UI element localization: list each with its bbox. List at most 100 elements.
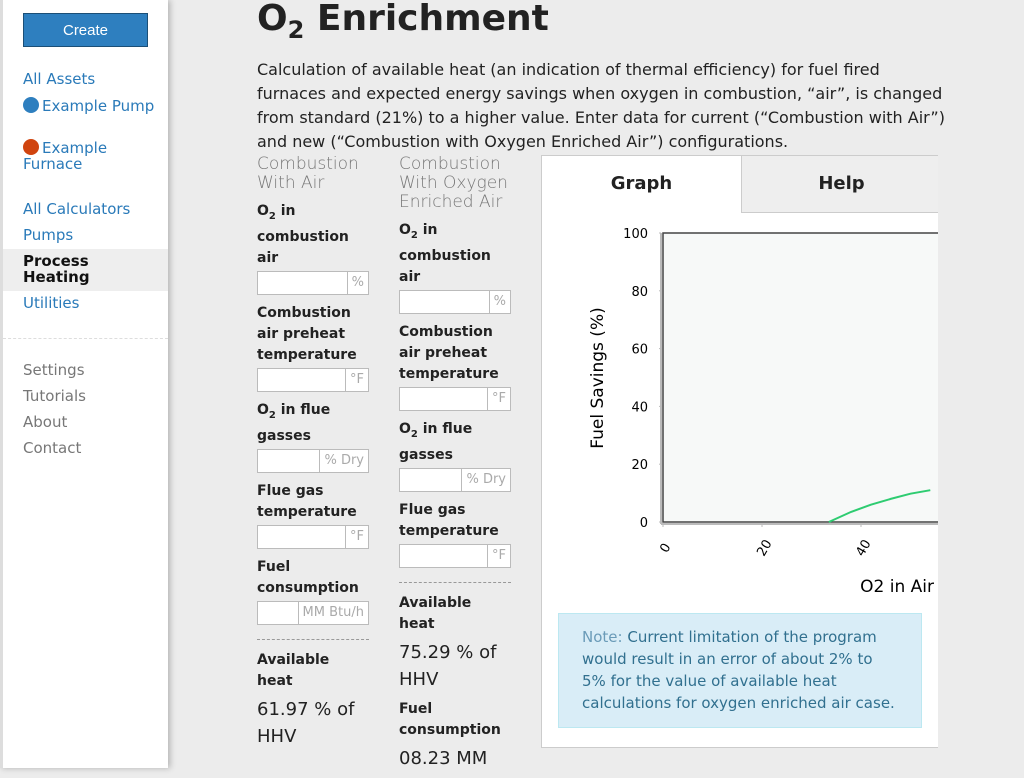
graph-panel: Graph Help 0 20 40 60 80 100 0 20 40 Fuel Savings… <box>541 155 938 748</box>
unit: % Dry <box>461 468 510 491</box>
input[interactable]: °F <box>399 386 511 411</box>
label-text: in combustion air <box>399 222 491 285</box>
label-sub: 2 <box>268 409 276 421</box>
chart: 0 20 40 60 80 100 0 20 40 Fuel Savings (%) O2 in A… <box>588 227 938 597</box>
column-heading: Combustion With Air <box>257 154 359 193</box>
input-box <box>258 526 345 548</box>
y-tick-label: 60 <box>631 343 648 358</box>
x-tick-label: 20 <box>754 537 775 559</box>
unit: °F <box>487 544 510 567</box>
input-column: Combustion With Air O2 in combustion air%… <box>257 155 369 756</box>
asset-icon <box>23 97 39 113</box>
input[interactable]: % Dry <box>257 448 369 473</box>
tab[interactable]: Graph <box>542 156 741 212</box>
field-label: Combustion air preheat temperature <box>399 322 511 385</box>
result-label: Fuel consumption <box>399 700 501 738</box>
unit: % Dry <box>319 449 368 472</box>
y-tick-label: 20 <box>631 458 648 473</box>
plot-area <box>662 232 938 523</box>
label: Example Pump <box>42 97 155 115</box>
nav-link[interactable]: Example Pump <box>23 97 154 114</box>
label-text: in flue gasses <box>399 420 473 463</box>
label-sub: 2 <box>268 210 276 222</box>
asset-icon <box>23 139 39 155</box>
field-label: O2 in combustion air <box>399 220 511 288</box>
x-tick-label: 0 <box>657 541 674 556</box>
unit: % <box>488 290 510 313</box>
nav-link[interactable]: Contact <box>23 439 82 457</box>
divider <box>3 338 168 339</box>
input[interactable]: °F <box>257 367 369 392</box>
result-label: Available heat <box>399 594 472 632</box>
input[interactable]: % <box>399 289 511 314</box>
field-label: O2 in flue gasses <box>399 419 511 466</box>
x-tick-label: 40 <box>853 537 874 559</box>
input-box <box>258 602 298 624</box>
unit: °F <box>345 525 368 548</box>
y-tick-label: 40 <box>631 400 648 415</box>
note-text: Current limitation of the program would … <box>582 628 895 712</box>
nav-link[interactable]: About <box>23 413 68 431</box>
unit: °F <box>345 368 368 391</box>
unit: MM Btu/h <box>297 601 368 624</box>
input-box <box>400 469 461 491</box>
nav-link[interactable]: Settings <box>23 361 85 379</box>
t: O <box>257 0 288 39</box>
label-text: Combustion air preheat temperature <box>257 304 357 363</box>
input[interactable]: °F <box>257 524 369 549</box>
input[interactable]: MM Btu/h <box>257 600 369 625</box>
label-text: Flue gas temperature <box>399 501 499 539</box>
unit: % <box>346 271 368 294</box>
unit: °F <box>487 387 510 410</box>
nav-link[interactable]: Tutorials <box>23 387 86 405</box>
nav-link[interactable]: All Assets <box>23 70 96 88</box>
tab[interactable]: Help <box>741 156 938 213</box>
input-box <box>400 545 487 567</box>
nav-link[interactable]: All Calculators <box>23 200 131 218</box>
create-button[interactable]: Create <box>23 13 148 47</box>
label-text: O <box>399 222 411 238</box>
separator <box>257 638 369 640</box>
series-line <box>828 489 931 523</box>
input-box <box>400 388 487 410</box>
field-label: Flue gas temperature <box>257 481 369 523</box>
label-text: Flue gas temperature <box>257 482 357 520</box>
label-sub: 2 <box>410 428 418 440</box>
column-heading: Combustion With Oxygen Enriched Air <box>399 154 508 212</box>
label-text: in flue gasses <box>257 401 331 444</box>
t: Enrichment <box>304 0 549 39</box>
x-axis-label: O2 in Air <box>860 577 934 597</box>
active-bg <box>3 249 168 291</box>
label-text: in combustion air <box>257 203 349 266</box>
label-sub: 2 <box>410 229 418 241</box>
sidebar: Create All Assets Example Pump Example F… <box>0 0 168 768</box>
result-label: Available heat <box>257 651 330 689</box>
field-label: Flue gas temperature <box>399 500 511 542</box>
input[interactable]: % Dry <box>399 467 511 492</box>
y-axis-label: Fuel Savings (%) <box>588 307 608 448</box>
field-label: O2 in combustion air <box>257 201 369 269</box>
input-box <box>258 450 319 472</box>
label-text: O <box>399 420 411 437</box>
field-label: Combustion air preheat temperature <box>257 303 369 366</box>
field-label: Fuel consumption <box>257 557 369 599</box>
input-box <box>258 272 347 294</box>
nav-link[interactable]: Utilities <box>23 294 80 312</box>
label-text: O <box>257 203 269 219</box>
nav-link[interactable]: Process Heating <box>23 252 90 286</box>
note-label: Note: <box>582 628 623 646</box>
input[interactable]: °F <box>399 543 511 568</box>
result-value: 61.97 % of HHV <box>257 698 355 747</box>
y-tick-label: 100 <box>623 227 648 242</box>
description: Calculation of available heat (an indica… <box>257 60 945 151</box>
y-tick-label: 0 <box>640 516 648 531</box>
t: 2 <box>287 16 305 45</box>
input[interactable]: % <box>257 270 369 295</box>
nav-link[interactable]: Pumps <box>23 226 74 244</box>
nav-link[interactable]: Example Furnace <box>23 139 133 172</box>
note: Note: Current limitation of the program … <box>558 613 922 728</box>
label-text: Combustion air preheat temperature <box>399 323 499 382</box>
field-label: O2 in flue gasses <box>257 400 369 447</box>
input-box <box>400 291 489 313</box>
result-value: 75.29 % of HHV <box>399 641 497 690</box>
